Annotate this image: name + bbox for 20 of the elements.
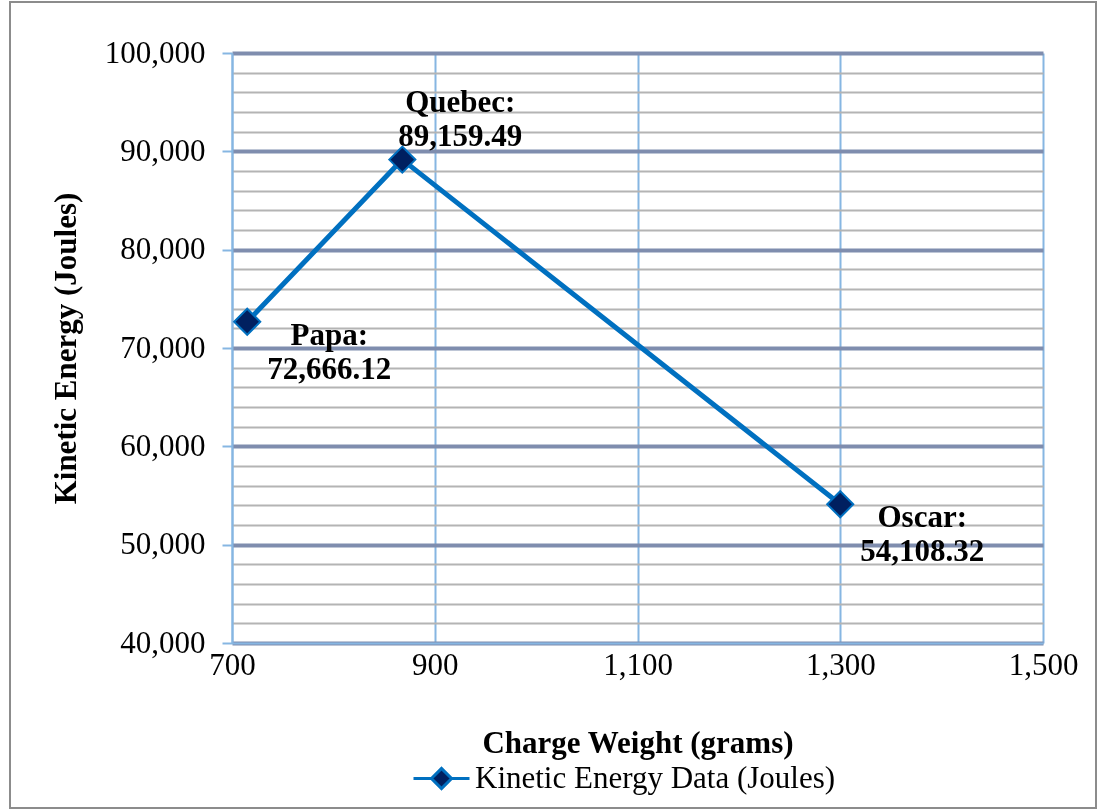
y-tick-label: 40,000	[120, 624, 206, 660]
x-tick-label: 1,100	[603, 646, 673, 682]
x-axis-title: Charge Weight (grams)	[482, 724, 794, 760]
y-axis-title: Kinetic Energy (Joules)	[47, 192, 83, 505]
x-tick-label: 1,500	[1008, 646, 1079, 682]
x-tick-label: 900	[412, 646, 459, 682]
y-tick-label: 70,000	[120, 329, 206, 365]
point	[233, 307, 262, 336]
y-tick-label: 50,000	[120, 526, 206, 562]
x-tick-label: 1,300	[805, 646, 876, 682]
y-tick-label: 80,000	[120, 231, 206, 267]
point	[826, 490, 855, 519]
y-tick-label: 90,000	[120, 132, 206, 168]
data-label: Papa: 72,666.12	[267, 316, 392, 386]
data-label: Oscar: 54,108.32	[860, 499, 985, 569]
y-tick-label: 100,000	[104, 34, 206, 70]
legend-label: Kinetic Energy Data (Joules)	[475, 759, 836, 795]
y-tick-label: 60,000	[120, 427, 206, 463]
data-label: Quebec: 89,159.49	[398, 83, 523, 153]
x-tick-label: 700	[209, 646, 256, 682]
